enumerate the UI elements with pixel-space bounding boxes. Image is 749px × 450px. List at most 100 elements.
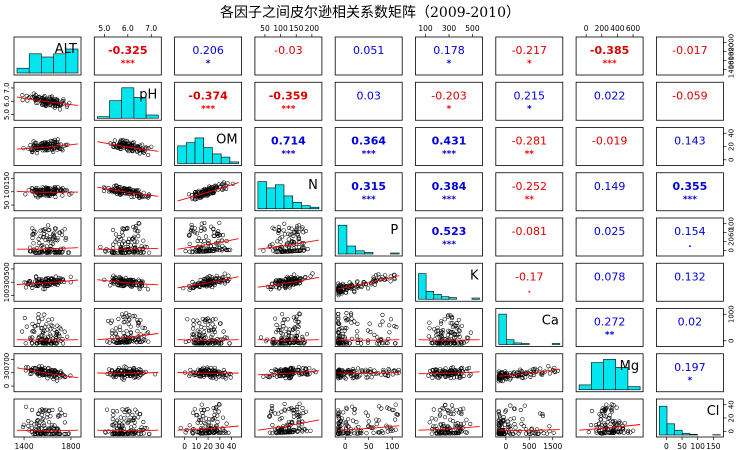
- scatter-point: [344, 318, 349, 323]
- scatter-point: [295, 339, 300, 344]
- scatter-point: [119, 250, 124, 255]
- histogram-bar: [177, 145, 187, 164]
- scatter-point: [51, 340, 56, 345]
- scatter-point: [296, 410, 301, 415]
- scatter-point: [376, 430, 381, 435]
- scatter-point: [276, 228, 281, 233]
- scatter-point: [20, 424, 26, 430]
- scatter-point: [55, 137, 60, 142]
- smooth-line: [177, 182, 239, 202]
- scatter-point: [214, 376, 219, 381]
- scatter-point: [207, 184, 212, 189]
- scatter-point: [365, 375, 370, 380]
- scatter-point: [290, 365, 296, 370]
- scatter-point: [350, 404, 355, 409]
- scatter-point: [51, 234, 57, 239]
- scatter-point: [206, 247, 211, 252]
- scatter-point: [140, 338, 145, 343]
- scatter-point: [340, 331, 345, 336]
- histogram-bar: [659, 405, 668, 436]
- scatter-point: [455, 324, 460, 329]
- scatter-point: [301, 246, 306, 251]
- scatter-point: [125, 407, 130, 412]
- scatter-point: [42, 425, 48, 431]
- scatter-point: [44, 415, 50, 420]
- tick-label: 0: [182, 442, 187, 450]
- scatter-point: [449, 365, 454, 371]
- smooth-line: [97, 333, 159, 341]
- scatter-point: [30, 149, 35, 154]
- tick-label: 500: [522, 442, 537, 450]
- scatter-point: [125, 413, 130, 418]
- scatter-point: [46, 317, 51, 322]
- scatter-point: [55, 323, 60, 328]
- scatter-point: [287, 245, 292, 250]
- histogram-bar: [212, 153, 222, 164]
- scatter-point: [311, 368, 316, 373]
- scatter-point: [53, 238, 58, 243]
- scatter-point: [281, 228, 286, 233]
- scatter-point: [212, 283, 217, 288]
- scatter-point: [337, 287, 342, 292]
- scatter-point: [149, 144, 154, 149]
- scatter-point: [372, 282, 378, 287]
- significance-stars: ***: [442, 195, 456, 205]
- tick-label: 200: [595, 24, 610, 33]
- histogram-bar: [65, 48, 79, 74]
- panel-frame: [495, 353, 564, 393]
- tick-label: 7.0: [3, 82, 11, 93]
- scatter-point: [354, 426, 359, 431]
- scatter-point: [461, 406, 466, 411]
- scatter-point: [206, 241, 211, 246]
- scatter-point: [127, 409, 132, 414]
- histogram-bar: [97, 116, 110, 119]
- scatter-point: [52, 327, 57, 332]
- scatter-point: [197, 330, 202, 335]
- scatter-point: [221, 181, 226, 186]
- scatter-point: [46, 334, 51, 339]
- scatter-point: [342, 335, 347, 340]
- scatter-point: [538, 366, 543, 371]
- scatter-point: [540, 412, 545, 417]
- scatter-point: [120, 339, 125, 345]
- scatter-point: [191, 370, 196, 375]
- smooth-line: [16, 96, 79, 106]
- scatter-point: [355, 366, 361, 371]
- scatter-point: [283, 408, 288, 413]
- scatter-point: [60, 193, 65, 198]
- smooth-line: [16, 190, 79, 193]
- scatter-point: [119, 428, 124, 433]
- scatter-point: [47, 227, 52, 232]
- scatter-point: [53, 194, 58, 200]
- scatter-point: [389, 426, 394, 432]
- scatter-point: [206, 279, 211, 284]
- panel-frame: [334, 308, 403, 347]
- scatter-point: [352, 431, 357, 436]
- significance-stars: *: [527, 104, 532, 114]
- scatter-point: [39, 244, 44, 249]
- scatter-point: [109, 250, 115, 255]
- histogram-bar: [471, 297, 480, 300]
- scatter-point: [281, 249, 286, 254]
- scatter-point: [98, 244, 103, 249]
- scatter-point: [128, 324, 133, 329]
- panel-frame: [93, 127, 162, 166]
- scatter-point: [518, 407, 523, 413]
- scatter-point: [294, 314, 299, 319]
- scatter-point: [606, 430, 611, 435]
- scatter-point: [43, 144, 49, 149]
- scatter-point: [210, 322, 215, 327]
- scatter-point: [205, 365, 210, 370]
- scatter-point: [46, 236, 51, 242]
- correlation-value: 0.078: [594, 270, 626, 283]
- scatter-point: [376, 418, 381, 423]
- scatter-point: [203, 430, 208, 436]
- tick-label: 0: [727, 248, 735, 252]
- scatter-point: [271, 336, 276, 342]
- scatter-point: [297, 401, 302, 406]
- scatter-point: [287, 426, 292, 431]
- correlation-value: 0.523: [432, 225, 467, 238]
- scatter-point: [354, 420, 359, 425]
- scatter-point: [515, 373, 520, 378]
- scatter-point: [224, 186, 229, 192]
